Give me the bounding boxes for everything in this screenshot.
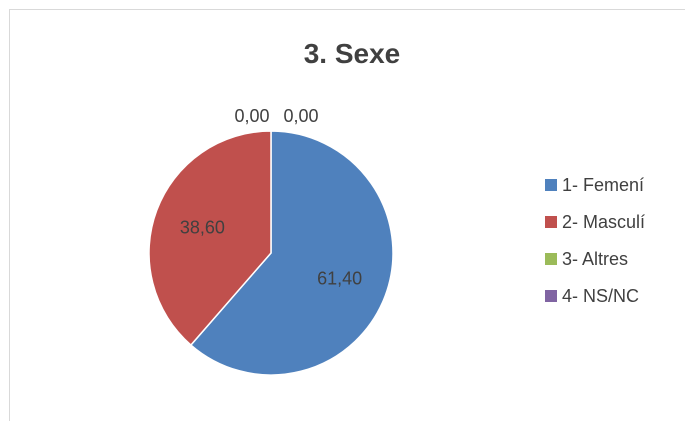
legend-swatch-4-ns-nc [545,290,557,302]
chart-border [9,9,685,421]
pie-slice-1-femeni [189,130,394,376]
data-label-3-altres: 0,00 [234,106,269,126]
legend-swatch-1-femeni [545,179,557,191]
legend-label-2-masculi: 2- Masculí [562,212,645,232]
data-label-4-ns-nc: 0,00 [283,106,318,126]
legend: 1- Femení 2- Masculí 3- Altres 4- NS/NC [545,175,645,306]
pie-slices [148,130,394,376]
pie-slice-2-masculi [148,130,272,347]
legend-label-1-femeni: 1- Femení [562,175,644,195]
legend-label-4-ns-nc: 4- NS/NC [562,286,639,306]
data-label-2-masculi: 38,60 [180,217,225,237]
legend-swatch-2-masculi [545,216,557,228]
legend-label-3-altres: 3- Altres [562,249,628,269]
legend-swatch-3-altres [545,253,557,265]
data-label-1-femeni: 61,40 [317,269,362,289]
pie-data-labels: 61,40 38,60 0,00 0,00 [180,106,362,289]
chart-title: 3. Sexe [304,38,401,69]
